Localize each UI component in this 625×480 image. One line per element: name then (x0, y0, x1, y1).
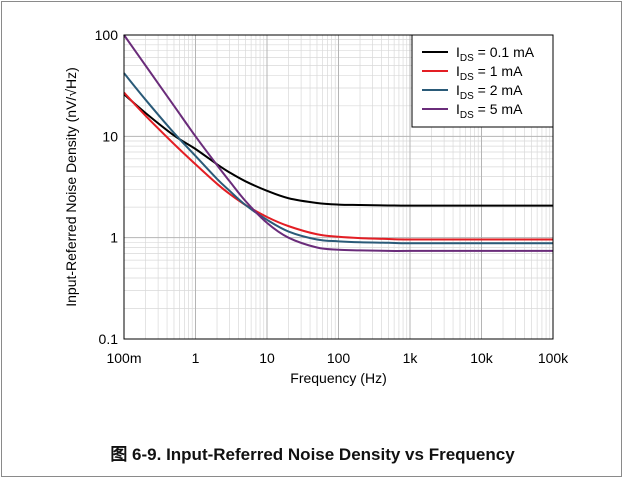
y-tick-label: 0.1 (99, 331, 119, 347)
legend-entry-1: IDS = 0.1 mA (456, 44, 535, 64)
x-tick-label: 100k (538, 350, 569, 366)
x-tick-labels: 100m 1 10 100 1k 10k 100k (106, 350, 569, 366)
legend-entry-3: IDS = 2 mA (456, 82, 523, 102)
series-layer (123, 34, 553, 252)
legend-entry-2: IDS = 1 mA (456, 63, 523, 83)
plot-border (123, 34, 554, 340)
x-tick-label: 100m (106, 350, 141, 366)
x-tick-label: 100 (327, 350, 351, 366)
series-line-4 (123, 34, 553, 252)
y-tick-label: 10 (102, 128, 118, 144)
legend-entry-4: IDS = 5 mA (456, 101, 523, 121)
series-line-1 (123, 93, 553, 207)
y-tick-label: 100 (95, 27, 119, 43)
y-tick-labels: 0.1 1 10 100 (95, 27, 119, 347)
legend-box (411, 34, 554, 128)
x-tick-label: 10k (470, 350, 494, 366)
figure-caption: 图 6-9. Input-Referred Noise Density vs F… (110, 445, 515, 464)
y-axis-label: Input-Referred Noise Density (nV/√Hz) (63, 67, 79, 307)
x-axis-label: Frequency (Hz) (290, 370, 386, 386)
x-tick-label: 10 (259, 350, 275, 366)
series-line-3 (123, 72, 553, 245)
y-tick-label: 1 (110, 230, 118, 246)
series-line-2 (123, 91, 553, 241)
x-tick-label: 1k (403, 350, 419, 366)
x-tick-label: 1 (192, 350, 200, 366)
noise-density-chart: 100m 1 10 100 1k 10k 100k 0.1 1 10 100 Frequency … (63, 27, 569, 386)
